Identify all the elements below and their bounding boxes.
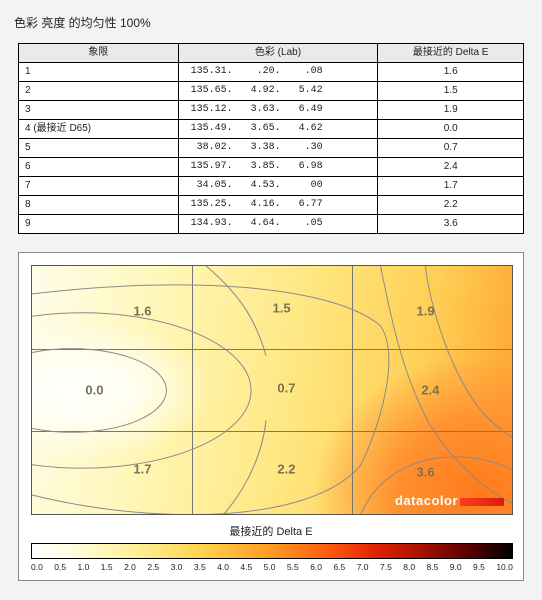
table-row: 7 34.05. 4.53. 001.7: [19, 177, 524, 196]
brand-bar-icon: [460, 498, 504, 506]
deltae-heatmap: 1.6 1.5 1.9 0.0 0.7 2.4 1.7 2.2 3.6 datacolor: [31, 265, 513, 515]
col-lab: 色彩 (Lab): [178, 44, 378, 63]
cell-quadrant: 8: [19, 196, 179, 215]
cell-lab: 38.02. 3.38. .30: [178, 139, 378, 158]
cell-deltae: 0.7: [378, 139, 524, 158]
cell-lab: 135.97. 3.85. 6.98: [178, 158, 378, 177]
scale-title: 最接近的 Delta E: [31, 523, 511, 539]
scale-tick: 4.0: [217, 562, 229, 572]
table-row: 6 135.97. 3.85. 6.982.4: [19, 158, 524, 177]
cell-deltae: 1.5: [378, 82, 524, 101]
table-row: 2 135.65. 4.92. 5.421.5: [19, 82, 524, 101]
cell-lab: 34.05. 4.53. 00: [178, 177, 378, 196]
scale-tick: 8.5: [427, 562, 439, 572]
scale-tick: 3.0: [171, 562, 183, 572]
datacolor-brand: datacolor: [395, 493, 504, 508]
cell-lab: 135.31. .20. .08: [178, 63, 378, 82]
scale-tick: 8.0: [403, 562, 415, 572]
scale-tick: 10.0: [496, 562, 513, 572]
cell-quadrant: 7: [19, 177, 179, 196]
table-row: 3 135.12. 3.63. 6.491.9: [19, 101, 524, 120]
scale-ticks: 0.0 0.5 1.0 1.5 2.0 2.5 3.0 3.5 4.0 4.5 5.0 5.5 6.0 6…: [31, 562, 513, 572]
cell-quadrant: 1: [19, 63, 179, 82]
cell-deltae: 0.0: [378, 120, 524, 139]
scale-tick: 5.0: [264, 562, 276, 572]
table-row: 9 134.93. 4.64. .053.6: [19, 215, 524, 234]
cell-quadrant: 4 (最接近 D65): [19, 120, 179, 139]
heatmap-value: 1.7: [133, 462, 151, 477]
col-quadrant: 象限: [19, 44, 179, 63]
cell-lab: 135.25. 4.16. 6.77: [178, 196, 378, 215]
cell-deltae: 1.6: [378, 63, 524, 82]
cell-lab: 135.49. 3.65. 4.62: [178, 120, 378, 139]
table-row: 1 135.31. .20. .081.6: [19, 63, 524, 82]
cell-deltae: 2.2: [378, 196, 524, 215]
scale-tick: 1.5: [101, 562, 113, 572]
cell-deltae: 1.9: [378, 101, 524, 120]
cell-lab: 135.12. 3.63. 6.49: [178, 101, 378, 120]
scale-tick: 0.0: [31, 562, 43, 572]
scale-tick: 7.5: [380, 562, 392, 572]
scale-tick: 2.5: [147, 562, 159, 572]
page-root: 色彩 亮度 的均匀性 100% 象限 色彩 (Lab) 最接近的 Delta E…: [0, 0, 542, 600]
cell-quadrant: 3: [19, 101, 179, 120]
uniformity-table: 象限 色彩 (Lab) 最接近的 Delta E 1 135.31. .20. …: [18, 43, 524, 234]
scale-tick: 0.5: [54, 562, 66, 572]
heatmap-value: 0.7: [277, 380, 295, 395]
table-row: 8 135.25. 4.16. 6.772.2: [19, 196, 524, 215]
heatmap-value: 1.6: [133, 303, 151, 318]
heatmap-value: 1.9: [417, 303, 435, 318]
heatmap-value: 2.2: [277, 462, 295, 477]
scale-tick: 4.5: [240, 562, 252, 572]
cell-quadrant: 5: [19, 139, 179, 158]
scale-gradient-bar: [31, 543, 513, 559]
cell-quadrant: 9: [19, 215, 179, 234]
color-scale: 0.0 0.5 1.0 1.5 2.0 2.5 3.0 3.5 4.0 4.5 5.0 5.5 6.0 6…: [31, 543, 513, 572]
scale-tick: 6.5: [333, 562, 345, 572]
scale-tick: 2.0: [124, 562, 136, 572]
scale-tick: 6.0: [310, 562, 322, 572]
cell-quadrant: 2: [19, 82, 179, 101]
scale-tick: 5.5: [287, 562, 299, 572]
table-row: 4 (最接近 D65) 135.49. 3.65. 4.620.0: [19, 120, 524, 139]
scale-tick: 3.5: [194, 562, 206, 572]
heatmap-value: 2.4: [421, 383, 439, 398]
cell-deltae: 1.7: [378, 177, 524, 196]
cell-deltae: 3.6: [378, 215, 524, 234]
cell-quadrant: 6: [19, 158, 179, 177]
scale-tick: 9.0: [450, 562, 462, 572]
heatmap-value: 1.5: [273, 301, 291, 316]
brand-text: datacolor: [395, 493, 458, 508]
table-row: 5 38.02. 3.38. .300.7: [19, 139, 524, 158]
scale-tick: 7.0: [357, 562, 369, 572]
table-header-row: 象限 色彩 (Lab) 最接近的 Delta E: [19, 44, 524, 63]
col-deltae: 最接近的 Delta E: [378, 44, 524, 63]
chart-container: 1.6 1.5 1.9 0.0 0.7 2.4 1.7 2.2 3.6 datacolor 最接…: [18, 252, 524, 581]
cell-deltae: 2.4: [378, 158, 524, 177]
cell-lab: 134.93. 4.64. .05: [178, 215, 378, 234]
scale-tick: 1.0: [78, 562, 90, 572]
heatmap-value: 3.6: [417, 464, 435, 479]
page-title: 色彩 亮度 的均匀性 100%: [14, 14, 532, 31]
cell-lab: 135.65. 4.92. 5.42: [178, 82, 378, 101]
scale-tick: 9.5: [473, 562, 485, 572]
heatmap-value: 0.0: [85, 383, 103, 398]
